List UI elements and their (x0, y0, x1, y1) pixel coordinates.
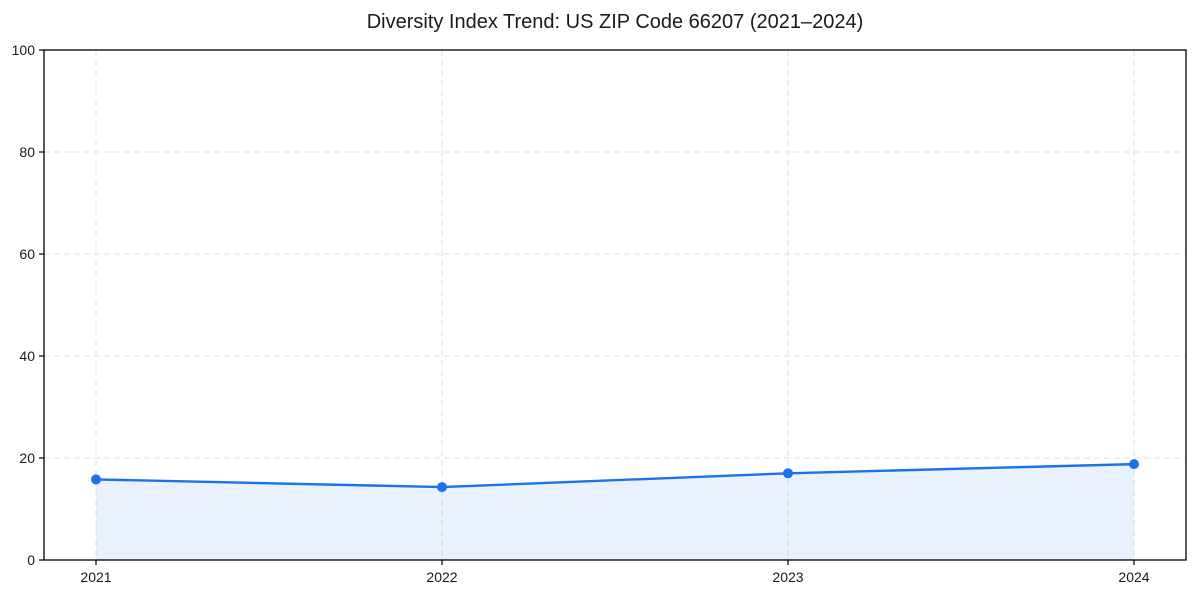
chart-title: Diversity Index Trend: US ZIP Code 66207… (366, 11, 864, 33)
x-tick-label: 2022 (426, 569, 457, 585)
data-point-marker (1129, 459, 1139, 470)
y-tick-label: 100 (12, 42, 36, 58)
x-tick-label: 2024 (1118, 569, 1149, 585)
x-tick-label: 2021 (80, 569, 111, 585)
plot-border (43, 49, 1187, 561)
y-tick-label: 20 (19, 450, 35, 466)
y-tick-label: 80 (19, 144, 35, 160)
data-point-marker (91, 474, 101, 485)
y-tick-label: 40 (19, 348, 35, 364)
data-line (94, 462, 1136, 489)
data-point-marker (437, 482, 447, 493)
x-tick-label: 2023 (772, 569, 803, 585)
data-point-marker (783, 468, 793, 479)
y-tick-label: 60 (19, 246, 35, 262)
area-fill (96, 464, 1134, 560)
y-tick-label: 0 (27, 552, 35, 568)
